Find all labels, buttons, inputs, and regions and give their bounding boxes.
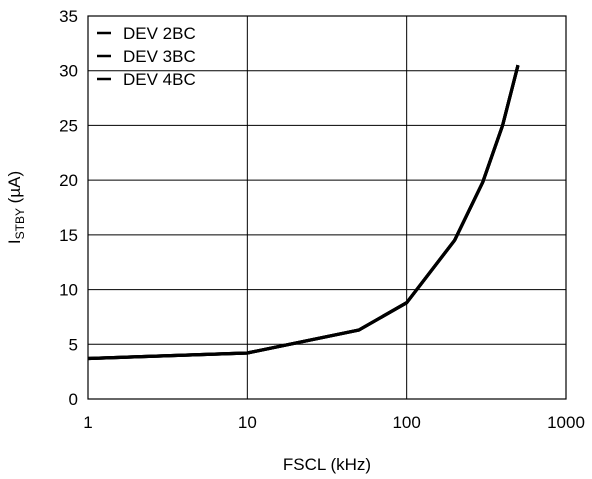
y-tick-label: 35 (59, 7, 78, 26)
series-line-2 (87, 64, 520, 361)
y-axis-label-unit: (µA) (5, 171, 24, 208)
x-tick-label: 100 (392, 413, 420, 432)
legend-label: DEV 4BC (123, 70, 196, 89)
y-axis-label-subscript: STBY (13, 208, 27, 239)
y-tick-label: 20 (59, 171, 78, 190)
series-line-1 (87, 64, 520, 361)
legend-label: DEV 3BC (123, 47, 196, 66)
y-tick-label: 5 (69, 335, 78, 354)
y-tick-label: 0 (69, 390, 78, 409)
y-tick-label: 15 (59, 226, 78, 245)
y-tick-label: 10 (59, 281, 78, 300)
x-tick-label: 1 (83, 413, 92, 432)
x-tick-label: 10 (238, 413, 257, 432)
y-tick-label: 30 (59, 62, 78, 81)
y-tick-labels: 0 5 10 15 20 25 30 35 (59, 7, 78, 409)
x-tick-label: 1000 (547, 413, 585, 432)
y-axis-label: ISTBY (µA) (5, 171, 27, 244)
legend: DEV 2BC DEV 3BC DEV 4BC (97, 24, 196, 89)
grid (88, 16, 566, 399)
plot-frame (87, 15, 567, 400)
x-axis-label: FSCL (kHz) (283, 455, 371, 474)
y-axis-label-main: I (5, 239, 24, 244)
series-line-3 (87, 64, 520, 361)
legend-label: DEV 2BC (123, 24, 196, 43)
y-tick-label: 25 (59, 116, 78, 135)
series-group (87, 64, 520, 361)
x-tick-labels: 1 10 100 1000 (83, 413, 585, 432)
